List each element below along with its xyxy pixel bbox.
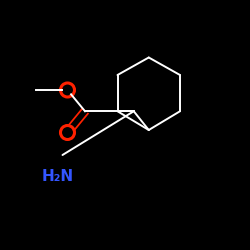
Text: H₂N: H₂N — [42, 169, 74, 184]
